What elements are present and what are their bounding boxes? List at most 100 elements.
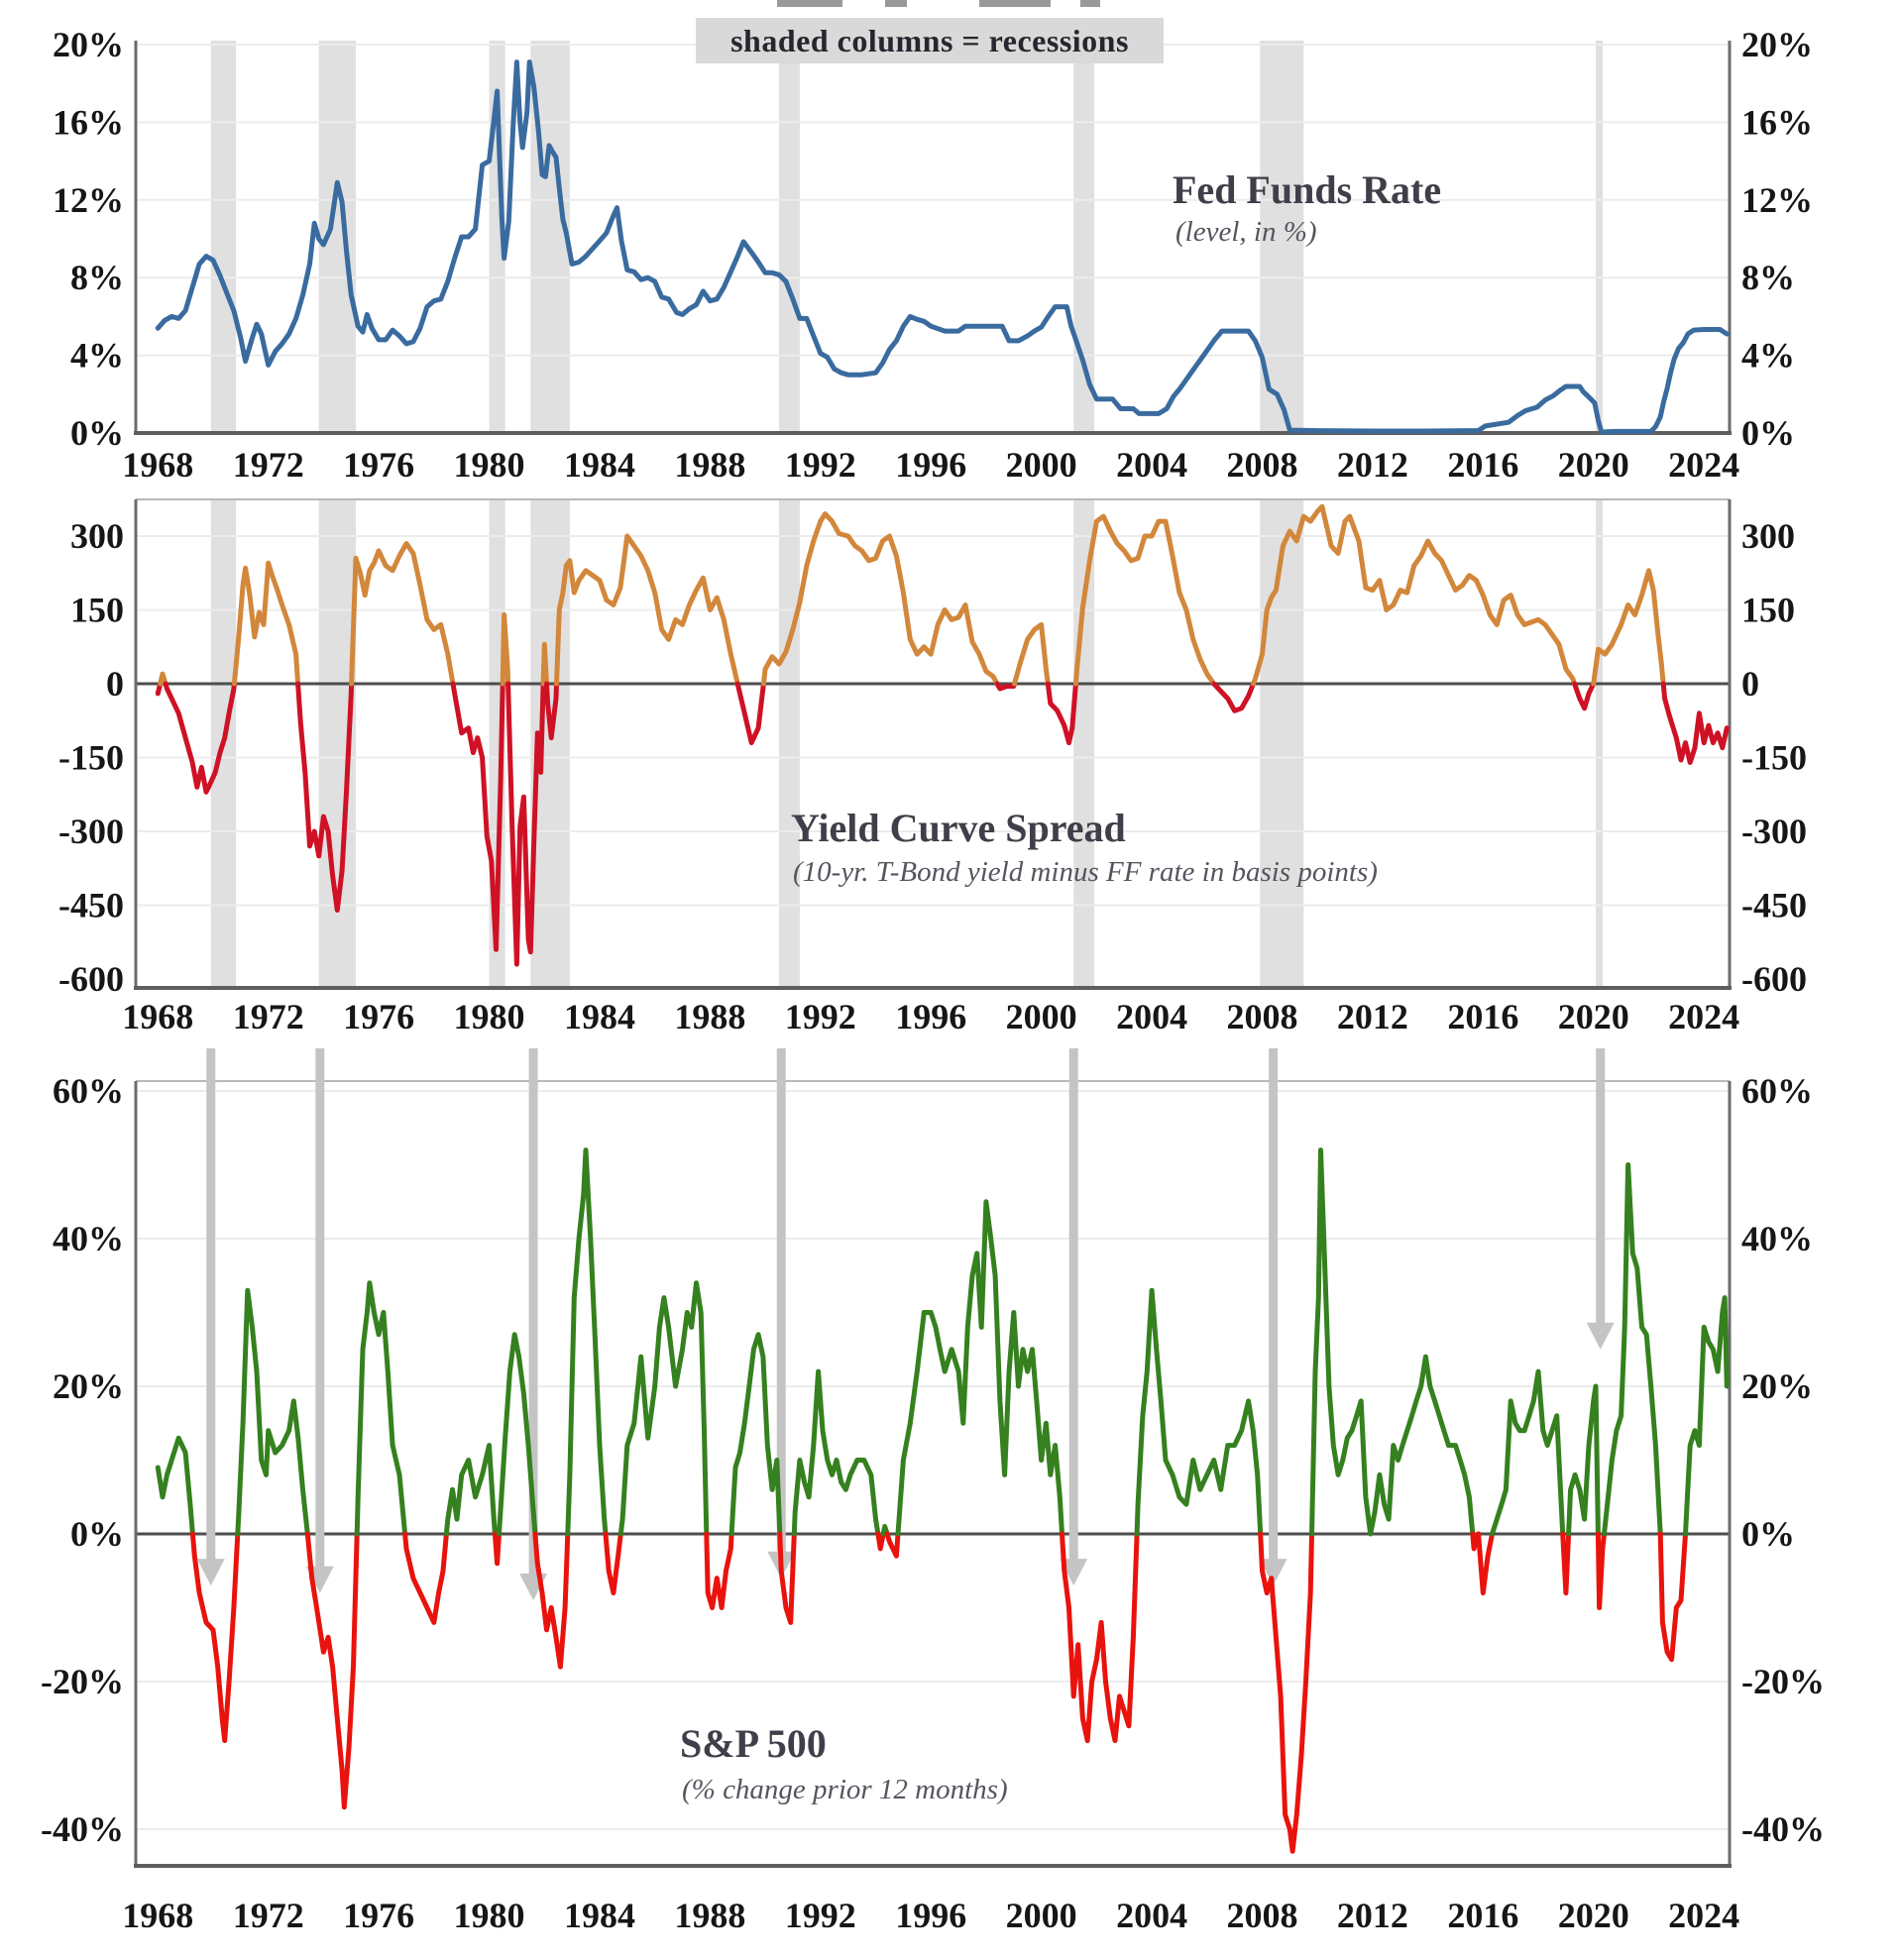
sp500-yoy-line	[155, 1435, 195, 1537]
x-tick-year: 1972	[233, 1896, 304, 1935]
yield-curve-spread-line-group	[155, 503, 1730, 967]
x-tick-year: 2008	[1226, 1896, 1297, 1935]
x-tick-year: 2024	[1668, 1896, 1739, 1935]
x-tick-year: 1968	[122, 445, 193, 485]
x-tick-year: 2020	[1558, 445, 1629, 485]
recession-arrow-shaft	[776, 1048, 786, 1553]
recession-band	[1073, 499, 1095, 988]
y-axis-labels: 20% 20% 16% 16% 12% 12% 8% 8% 4% 4% 0% 0%	[53, 25, 1813, 453]
y-tick-left: 40%	[53, 1219, 124, 1258]
recession-band	[1260, 41, 1304, 433]
y-tick-left: 60%	[53, 1071, 124, 1111]
recession-band	[210, 41, 237, 433]
x-tick-year: 1972	[233, 445, 304, 485]
yield-curve-spread-line	[1012, 621, 1051, 687]
sp500-yoy-line	[1560, 1531, 1572, 1596]
y-tick-left: 4%	[70, 336, 124, 376]
y-tick-right: -20%	[1741, 1662, 1825, 1701]
y-tick-left: 150	[70, 591, 124, 630]
recession-arrow-shaft	[1269, 1048, 1279, 1561]
x-tick-year: 1968	[122, 1896, 193, 1935]
x-tick-year: 1992	[785, 1896, 856, 1935]
recession-band	[779, 499, 800, 988]
yield-curve-spread-line	[1572, 681, 1597, 711]
x-tick-year: 2000	[1006, 997, 1077, 1036]
fed-funds-rate-line-group	[155, 59, 1730, 435]
y-tick-left: 0%	[70, 1514, 124, 1554]
y-tick-left: 0	[106, 664, 124, 704]
sp500-yoy-line	[235, 1287, 310, 1537]
yield-curve-spread-line	[231, 560, 301, 687]
y-tick-left: -300	[58, 812, 124, 851]
sp500-yoy-line	[492, 1531, 502, 1567]
y-tick-right: -300	[1741, 812, 1807, 851]
sp500-yoy-line	[880, 1524, 890, 1537]
x-tick-year: 1992	[785, 997, 856, 1036]
x-tick-year: 2024	[1668, 997, 1739, 1036]
x-axis-labels: 1968 1972 1976 1980 1984 1988 1992 1996 2000 2004…	[122, 997, 1739, 1036]
x-axis-labels: 1968 1972 1976 1980 1984 1988 1992 1996 2000 2004…	[122, 445, 1739, 485]
x-tick-year: 1996	[895, 445, 966, 485]
sp500-yoy-line	[497, 1332, 538, 1537]
y-tick-right: 0%	[1741, 413, 1795, 453]
y-tick-right: -600	[1741, 959, 1807, 999]
x-tick-year: 1976	[343, 445, 414, 485]
x-tick-year: 1984	[564, 1896, 635, 1935]
recession-legend-note: shaded columns = recessions	[696, 18, 1164, 63]
sp500-yoy-line	[728, 1332, 783, 1537]
x-axis-labels: 1968 1972 1976 1980 1984 1988 1992 1996 2000 2004…	[122, 1896, 1739, 1935]
x-tick-year: 2020	[1558, 997, 1629, 1036]
y-tick-left: 12%	[53, 180, 124, 220]
x-tick-year: 2016	[1447, 445, 1518, 485]
sp500-yoy-line	[1595, 1531, 1607, 1610]
yield-curve-spread-line	[994, 681, 1017, 692]
yield-curve-spread-line	[163, 681, 237, 795]
yield-curve-spread-line	[1660, 681, 1730, 765]
recession-start-arrows	[196, 1048, 1615, 1601]
x-tick-year: 1996	[895, 1896, 966, 1935]
sp500-yoy-line	[1657, 1531, 1688, 1663]
x-tick-year: 1980	[454, 997, 525, 1036]
x-tick-year: 1976	[343, 997, 414, 1036]
sp500-yoy-line	[1476, 1531, 1495, 1596]
y-tick-left: -450	[58, 886, 124, 926]
sp500-yoy-line	[443, 1443, 498, 1537]
recession-band	[1073, 41, 1095, 433]
sp500-yoy-line	[895, 1199, 1064, 1537]
x-tick-year: 1992	[785, 445, 856, 485]
y-tick-left: 300	[70, 516, 124, 556]
yield-curve-spread-line	[505, 681, 546, 967]
x-tick-year: 1988	[674, 1896, 745, 1935]
x-tick-year: 2024	[1668, 445, 1739, 485]
recession-bands	[210, 41, 1603, 433]
x-tick-year: 2016	[1447, 997, 1518, 1036]
yield-curve-spread-line	[500, 612, 511, 687]
fed-funds-title: Fed Funds Rate	[1173, 167, 1442, 212]
y-tick-right: 150	[1741, 591, 1795, 630]
y-tick-right: -150	[1741, 738, 1807, 778]
x-tick-year: 2004	[1116, 997, 1187, 1036]
recession-arrow-shaft	[315, 1048, 325, 1568]
x-tick-year: 1996	[895, 997, 966, 1036]
y-tick-right: 60%	[1741, 1071, 1813, 1111]
cropped-text-remnant	[777, 0, 1100, 7]
x-tick-year: 2012	[1337, 1896, 1408, 1935]
x-tick-year: 2004	[1116, 1896, 1187, 1935]
y-tick-right: -450	[1741, 886, 1807, 926]
sp500-yoy-line	[532, 1531, 571, 1670]
down-arrow-icon	[1259, 1559, 1287, 1586]
down-arrow-icon	[196, 1559, 225, 1586]
sp500-yoy-line	[791, 1368, 881, 1537]
sp500-yoy-line	[354, 1280, 408, 1537]
x-tick-year: 2008	[1226, 997, 1297, 1036]
y-axis-labels: 60% 60% 40% 40% 20% 20% 0% 0% -20% -20% -40% -40%	[41, 1071, 1825, 1849]
x-tick-year: 2012	[1337, 445, 1408, 485]
yield-curve-title: Yield Curve Spread	[791, 806, 1126, 850]
x-tick-year: 1976	[343, 1896, 414, 1935]
x-tick-year: 1988	[674, 997, 745, 1036]
x-tick-year: 1984	[564, 997, 635, 1036]
yield-curve-spread-line	[158, 671, 168, 687]
y-tick-right: 0	[1741, 664, 1759, 704]
